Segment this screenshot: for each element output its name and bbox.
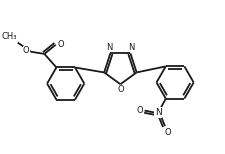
- Text: O: O: [117, 85, 124, 94]
- Text: N: N: [155, 108, 162, 117]
- Text: N: N: [128, 43, 135, 52]
- Text: O: O: [23, 46, 29, 55]
- Text: O: O: [136, 106, 143, 115]
- Text: O: O: [164, 128, 171, 137]
- Text: CH₃: CH₃: [1, 32, 17, 41]
- Text: N: N: [106, 43, 112, 52]
- Text: O: O: [58, 40, 64, 49]
